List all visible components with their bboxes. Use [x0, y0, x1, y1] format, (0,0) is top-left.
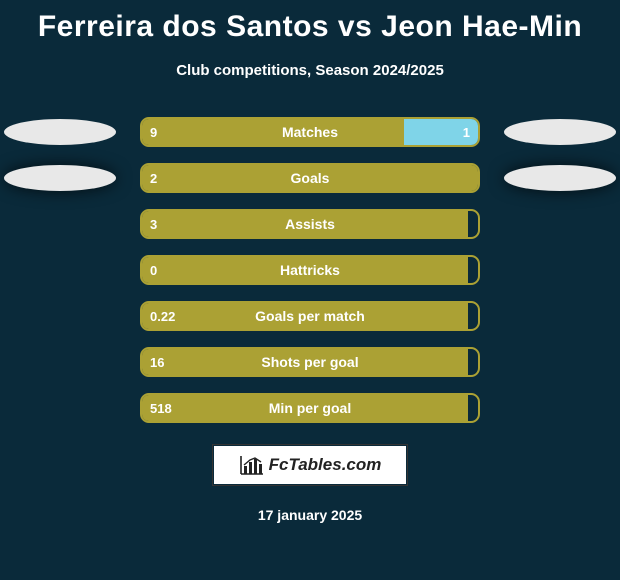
stat-row: 0.22Goals per match	[0, 301, 620, 331]
chart-icon	[239, 454, 265, 476]
stat-bar: 16Shots per goal	[140, 347, 480, 377]
page-subtitle: Club competitions, Season 2024/2025	[0, 62, 620, 79]
stat-bar: 2Goals	[140, 163, 480, 193]
stat-row: 3Assists	[0, 209, 620, 239]
player-oval-right	[504, 165, 616, 191]
stat-row: 91Matches	[0, 117, 620, 147]
stat-label: Goals per match	[142, 303, 478, 329]
logo-text: FcTables.com	[269, 455, 382, 475]
player-oval-left	[4, 165, 116, 191]
stat-row: 2Goals	[0, 163, 620, 193]
page-title: Ferreira dos Santos vs Jeon Hae-Min	[0, 0, 620, 44]
stat-row: 0Hattricks	[0, 255, 620, 285]
stat-label: Min per goal	[142, 395, 478, 421]
generation-date: 17 january 2025	[0, 507, 620, 523]
stat-bar: 91Matches	[140, 117, 480, 147]
stat-bar: 0Hattricks	[140, 255, 480, 285]
player-oval-left	[4, 119, 116, 145]
stat-label: Hattricks	[142, 257, 478, 283]
player-oval-right	[504, 119, 616, 145]
fctables-logo: FcTables.com	[213, 445, 407, 485]
stat-row: 16Shots per goal	[0, 347, 620, 377]
stat-label: Matches	[142, 119, 478, 145]
stat-bar: 3Assists	[140, 209, 480, 239]
stat-row: 518Min per goal	[0, 393, 620, 423]
stat-label: Shots per goal	[142, 349, 478, 375]
stat-bar: 518Min per goal	[140, 393, 480, 423]
stat-label: Goals	[142, 165, 478, 191]
stat-bar: 0.22Goals per match	[140, 301, 480, 331]
stat-label: Assists	[142, 211, 478, 237]
stats-container: 91Matches 2Goals 3Assists 0Hattricks 0.22Goa…	[0, 117, 620, 423]
